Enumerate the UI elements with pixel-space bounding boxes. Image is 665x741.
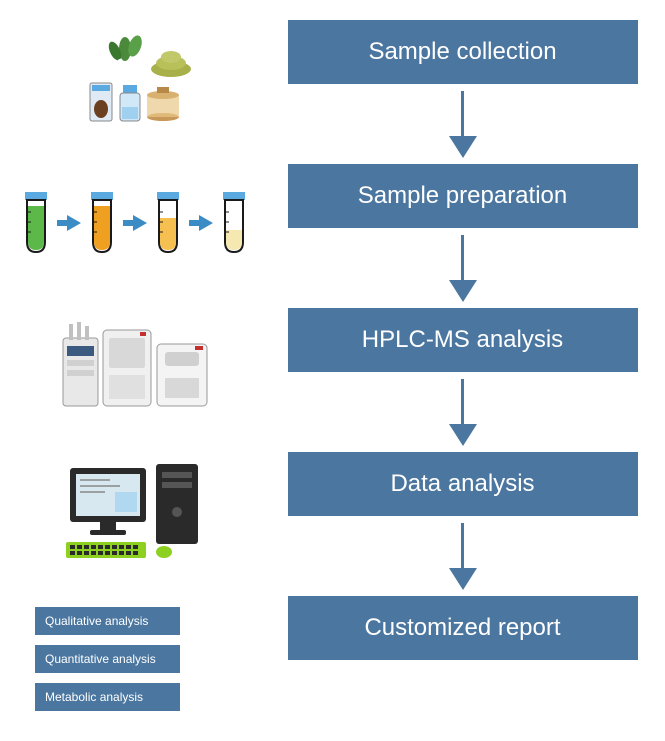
flow-arrow-icon <box>449 228 477 308</box>
flow-step-hplc-ms: HPLC-MS analysis <box>288 308 638 372</box>
left-illustration-column: Qualitative analysis Quantitative analys… <box>20 20 250 721</box>
tube-arrow-icon <box>123 215 147 231</box>
flow-step-sample-preparation: Sample preparation <box>288 164 638 228</box>
flow-step-data-analysis: Data analysis <box>288 452 638 516</box>
flow-step-sample-collection: Sample collection <box>288 20 638 84</box>
sample-prep-illustration <box>20 173 250 273</box>
tube-1-icon <box>21 192 51 254</box>
tube-2-icon <box>87 192 117 254</box>
tube-4-icon <box>219 192 249 254</box>
tube-arrow-icon <box>189 215 213 231</box>
flow-step-label: Sample preparation <box>358 182 567 210</box>
hplc-instrument-illustration <box>20 318 250 418</box>
analysis-box-quantitative: Quantitative analysis <box>35 645 180 673</box>
analysis-box-qualitative: Qualitative analysis <box>35 607 180 635</box>
computer-illustration <box>20 462 250 562</box>
analysis-types-list: Qualitative analysis Quantitative analys… <box>20 607 250 721</box>
analysis-label: Quantitative analysis <box>45 652 156 666</box>
workflow-diagram: Qualitative analysis Quantitative analys… <box>20 20 645 721</box>
analysis-label: Qualitative analysis <box>45 614 148 628</box>
hplc-ms-icon <box>55 320 215 415</box>
samples-icon <box>65 31 205 126</box>
flow-arrow-icon <box>449 84 477 164</box>
sample-collection-illustration <box>20 28 250 128</box>
flow-step-label: Sample collection <box>368 38 556 66</box>
tube-arrow-icon <box>57 215 81 231</box>
desktop-computer-icon <box>60 462 210 562</box>
flow-step-label: Data analysis <box>390 470 534 498</box>
flow-step-customized-report: Customized report <box>288 596 638 660</box>
flow-arrow-icon <box>449 372 477 452</box>
flow-step-label: Customized report <box>364 614 560 642</box>
flow-arrow-icon <box>449 516 477 596</box>
tube-3-icon <box>153 192 183 254</box>
analysis-label: Metabolic analysis <box>45 690 143 704</box>
analysis-box-metabolic: Metabolic analysis <box>35 683 180 711</box>
flow-column: Sample collection Sample preparation HPL… <box>280 20 645 721</box>
flow-step-label: HPLC-MS analysis <box>362 326 563 354</box>
